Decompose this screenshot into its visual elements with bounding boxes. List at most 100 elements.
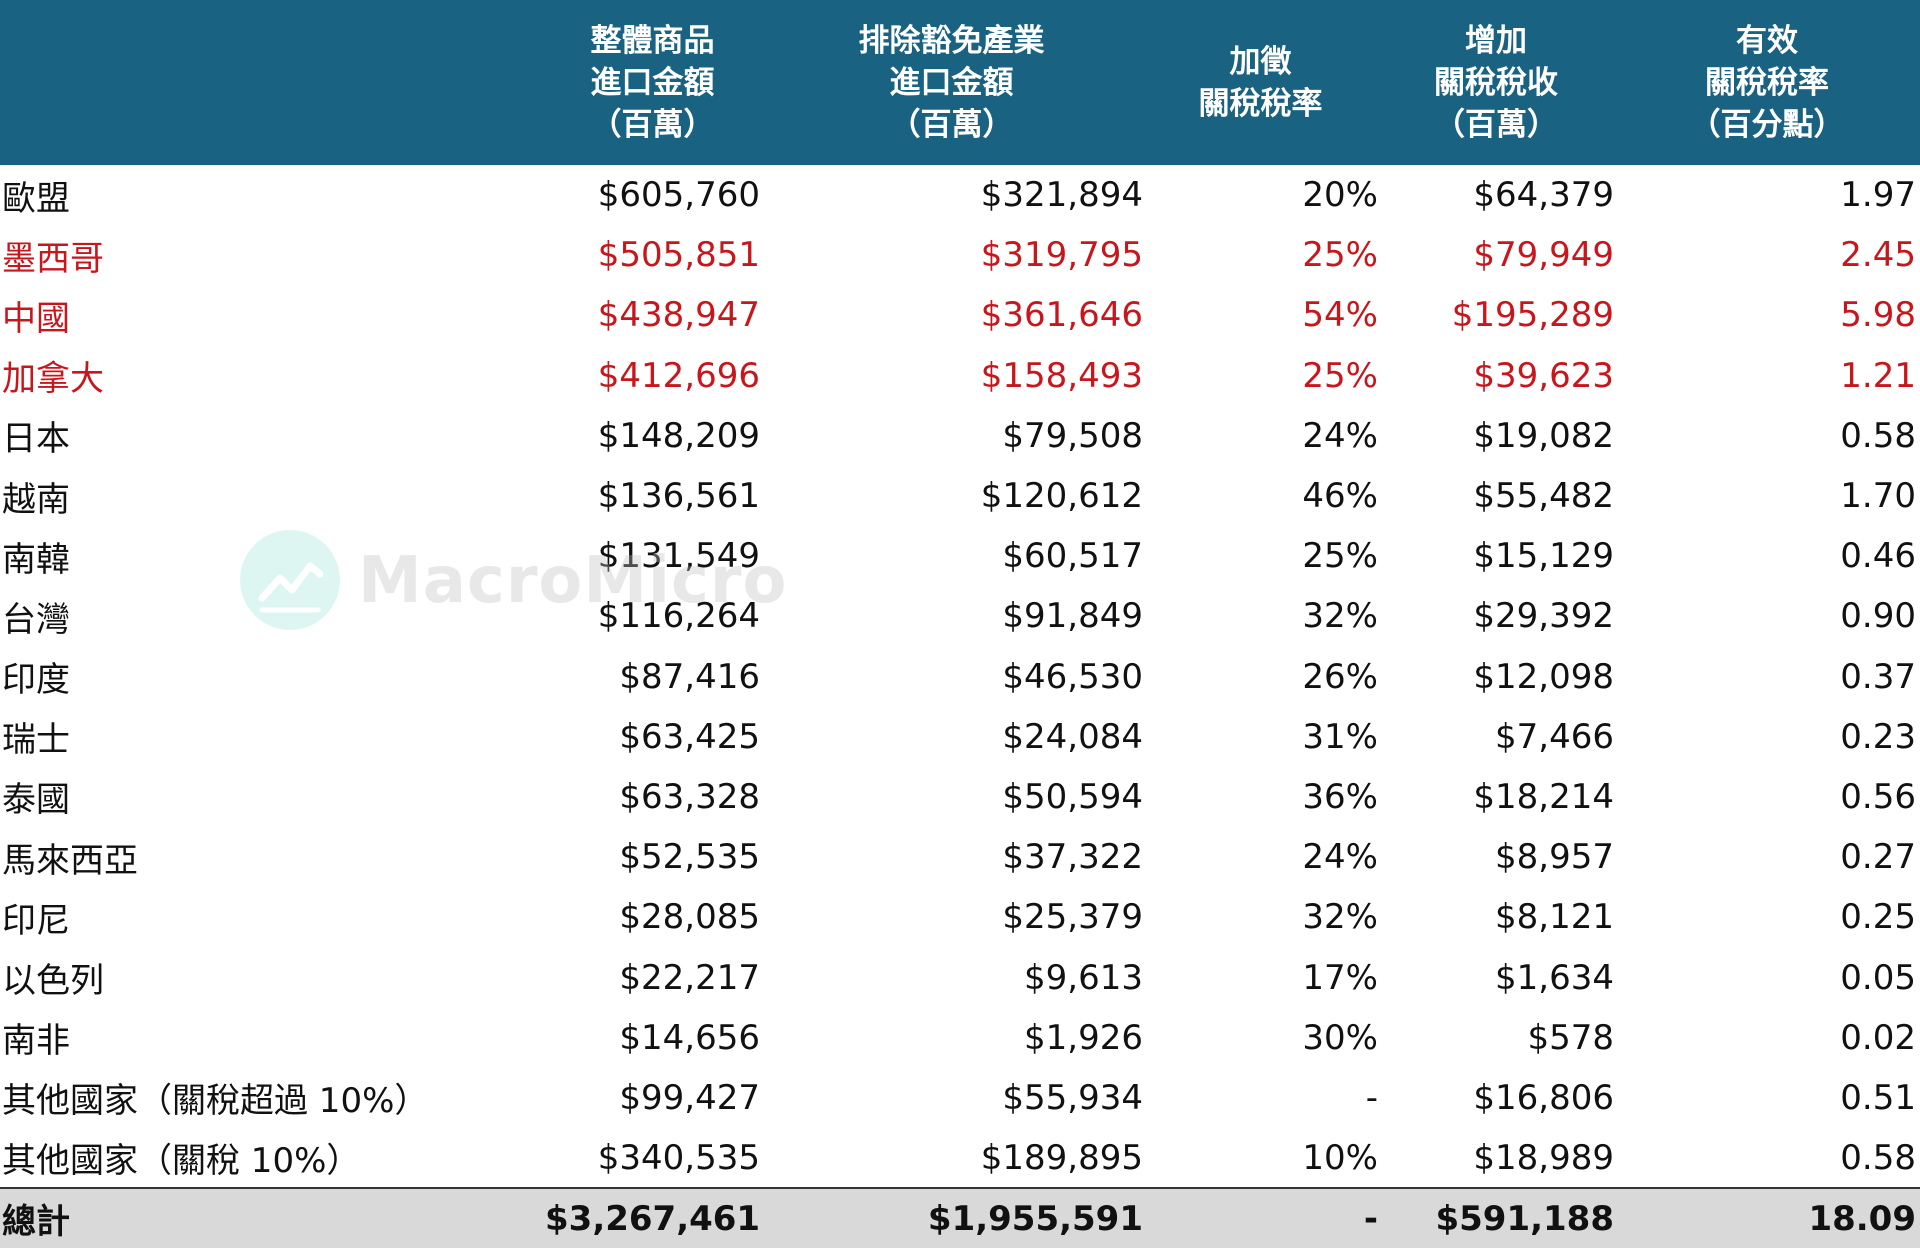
- non-exempt-imports-cell: $24,084: [1002, 716, 1143, 757]
- effective-rate-cell: 0.23: [1840, 716, 1916, 757]
- effective-rate-cell: 0.51: [1840, 1077, 1916, 1118]
- non-exempt-imports-cell: $46,530: [1002, 656, 1143, 697]
- non-exempt-imports-cell: $319,795: [980, 235, 1143, 276]
- total-imports-cell: $22,217: [619, 957, 760, 998]
- country-name: 日本: [2, 419, 70, 460]
- tariff-rate-cell: 24%: [1302, 415, 1378, 456]
- total-imports-cell: $116,264: [597, 596, 760, 637]
- effective-rate-cell: 0.02: [1840, 1017, 1916, 1058]
- added-revenue-cell: $79,949: [1473, 235, 1614, 276]
- non-exempt-imports-cell: $9,613: [1024, 957, 1143, 998]
- added-revenue-cell: $8,957: [1495, 837, 1614, 878]
- effective-rate-cell: 2.45: [1840, 235, 1916, 276]
- total-imports-cell: $99,427: [619, 1077, 760, 1118]
- tariff-rate-cell: 31%: [1302, 716, 1378, 757]
- table-row: 印度 $87,416 $46,530 26% $12,098 0.37: [0, 647, 1920, 707]
- non-exempt-imports-cell: $25,379: [1002, 897, 1143, 938]
- table-row: 越南 $136,561 $120,612 46% $55,482 1.70: [0, 466, 1920, 526]
- table-header: 整體商品 進口金額 （百萬） 排除豁免產業 進口金額 （百萬） 加徵 關稅稅率 …: [0, 0, 1920, 165]
- table-row: 其他國家（關稅 10%） $340,535 $189,895 10% $18,989 0.…: [0, 1128, 1920, 1188]
- added-revenue-cell: $7,466: [1495, 716, 1614, 757]
- total-row: 總計 $3,267,461 $1,955,591- $591,188 18.09: [0, 1187, 1920, 1249]
- effective-rate-cell: 0.25: [1840, 897, 1916, 938]
- effective-rate-cell: 0.58: [1840, 1137, 1916, 1178]
- non-exempt-imports-cell: $91,849: [1002, 596, 1143, 637]
- table-row: 瑞士 $63,425 $24,084 31% $7,466 0.23: [0, 707, 1920, 767]
- tariff-rate-cell: 25%: [1302, 355, 1378, 396]
- table-row: 泰國 $63,328 $50,594 36% $18,214 0.56: [0, 767, 1920, 827]
- total-added-revenue-cell: $591,188: [1378, 1187, 1614, 1249]
- added-revenue-cell: $55,482: [1473, 476, 1614, 517]
- table-row: 歐盟 $605,760 $321,894 20% $64,379 1.97: [0, 165, 1920, 225]
- effective-rate-cell: 0.46: [1840, 536, 1916, 577]
- total-country-name: 總計: [0, 1187, 545, 1249]
- added-revenue-cell: $578: [1527, 1017, 1614, 1058]
- added-revenue-cell: $16,806: [1473, 1077, 1614, 1118]
- total-imports-cell: $505,851: [597, 235, 760, 276]
- table-row: 中國 $438,947 $361,646 54% $195,289 5.98: [0, 285, 1920, 345]
- added-revenue-cell: $1,634: [1495, 957, 1614, 998]
- tariff-rate-cell: 17%: [1302, 957, 1378, 998]
- country-name: 馬來西亞: [2, 840, 138, 881]
- non-exempt-imports-cell: $50,594: [1002, 776, 1143, 817]
- total-imports-cell: $87,416: [619, 656, 760, 697]
- total-imports-cell: $63,425: [619, 716, 760, 757]
- tariff-rate-cell: 24%: [1302, 837, 1378, 878]
- country-name: 泰國: [2, 780, 70, 821]
- total-imports-cell: $28,085: [619, 897, 760, 938]
- country-name: 南韓: [2, 539, 70, 580]
- effective-rate-cell: 0.05: [1840, 957, 1916, 998]
- header-effective-rate: 有效 關稅稅率 （百分點）: [1689, 22, 1845, 143]
- country-name: 越南: [2, 479, 70, 520]
- country-name: 其他國家（關稅 10%）: [2, 1141, 361, 1182]
- effective-rate-cell: 0.58: [1840, 415, 1916, 456]
- non-exempt-imports-cell: $189,895: [980, 1137, 1143, 1178]
- non-exempt-imports-cell: $361,646: [980, 295, 1143, 336]
- total-imports-cell: $136,561: [597, 476, 760, 517]
- table-row: 馬來西亞 $52,535 $37,322 24% $8,957 0.27: [0, 827, 1920, 887]
- effective-rate-cell: 0.37: [1840, 656, 1916, 697]
- country-name: 中國: [2, 298, 70, 339]
- tariff-rate-cell: 20%: [1302, 175, 1378, 216]
- tariff-rate-cell: 54%: [1302, 295, 1378, 336]
- tariff-rate-cell: 26%: [1302, 656, 1378, 697]
- tariff-rate-cell: 36%: [1302, 776, 1378, 817]
- tariff-rate-cell: 32%: [1302, 596, 1378, 637]
- non-exempt-imports-cell: $37,322: [1002, 837, 1143, 878]
- total-total-imports-cell: $3,267,461: [545, 1187, 760, 1249]
- total-imports-cell: $148,209: [597, 415, 760, 456]
- added-revenue-cell: $8,121: [1495, 897, 1614, 938]
- table-row: 墨西哥 $505,851 $319,795 25% $79,949 2.45: [0, 225, 1920, 285]
- added-revenue-cell: $64,379: [1473, 175, 1614, 216]
- header-row: 整體商品 進口金額 （百萬） 排除豁免產業 進口金額 （百萬） 加徵 關稅稅率 …: [0, 0, 1920, 165]
- tariff-rate-cell: 10%: [1302, 1137, 1378, 1178]
- header-country: [0, 0, 545, 165]
- total-imports-cell: $52,535: [619, 837, 760, 878]
- country-name: 台灣: [2, 599, 70, 640]
- effective-rate-cell: 5.98: [1840, 295, 1916, 336]
- header-added-revenue: 增加 關稅稅收 （百萬）: [1434, 22, 1558, 143]
- table-row: 台灣 $116,264 $91,849 32% $29,392 0.90: [0, 586, 1920, 646]
- effective-rate-cell: 0.90: [1840, 596, 1916, 637]
- country-name: 印度: [2, 660, 70, 701]
- country-name: 瑞士: [2, 720, 70, 761]
- effective-rate-cell: 1.21: [1840, 355, 1916, 396]
- tariff-rate-cell: -: [1365, 1077, 1378, 1118]
- country-name: 印尼: [2, 900, 70, 941]
- non-exempt-imports-cell: $321,894: [980, 175, 1143, 216]
- added-revenue-cell: $18,214: [1473, 776, 1614, 817]
- country-name: 加拿大: [2, 359, 104, 400]
- total-non-exempt-imports-cell: $1,955,591: [760, 1187, 1143, 1249]
- tariff-rate-cell: 25%: [1302, 536, 1378, 577]
- added-revenue-cell: $29,392: [1473, 596, 1614, 637]
- total-imports-cell: $340,535: [597, 1137, 760, 1178]
- tariff-rate-cell: 46%: [1302, 476, 1378, 517]
- total-imports-cell: $412,696: [597, 355, 760, 396]
- added-revenue-cell: $12,098: [1473, 656, 1614, 697]
- non-exempt-imports-cell: $60,517: [1002, 536, 1143, 577]
- header-total-imports: 整體商品 進口金額 （百萬）: [590, 22, 715, 143]
- total-imports-cell: $605,760: [597, 175, 760, 216]
- table-row: 加拿大 $412,696 $158,493 25% $39,623 1.21: [0, 346, 1920, 406]
